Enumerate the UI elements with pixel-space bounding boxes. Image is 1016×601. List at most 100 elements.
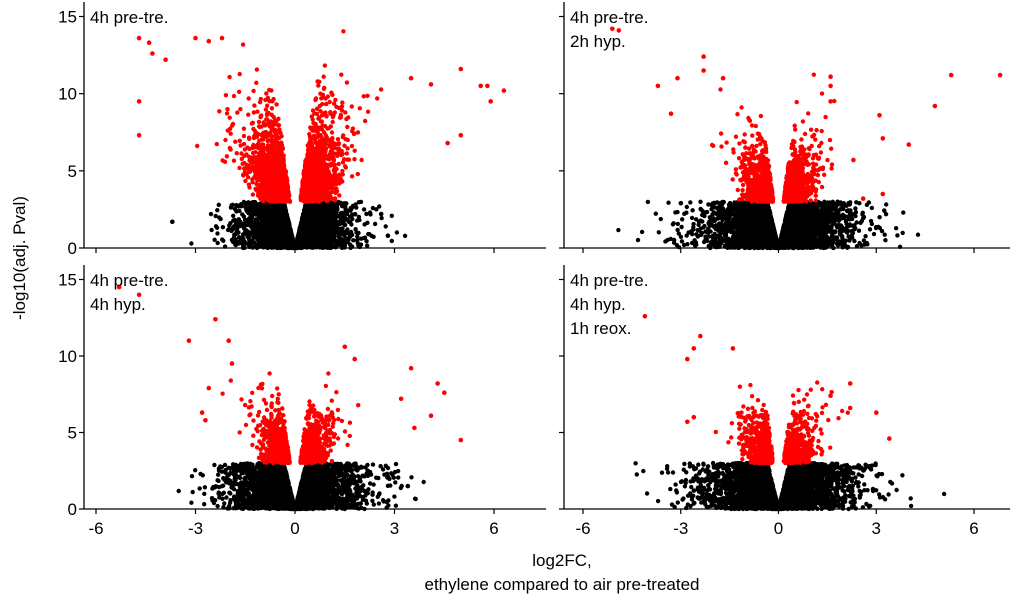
scatter-point <box>428 413 434 419</box>
scatter-point <box>701 68 706 73</box>
x-tick-label: 6 <box>489 519 498 538</box>
scatter-point <box>408 75 414 81</box>
scatter-point <box>412 425 417 431</box>
scatter-point <box>193 35 198 41</box>
scatter-point <box>691 488 697 493</box>
scatter-point <box>906 142 912 147</box>
scatter-point <box>398 396 404 402</box>
y-tick-label: 5 <box>68 424 77 443</box>
scatter-point <box>867 463 872 469</box>
scatter-point <box>186 338 192 344</box>
scatter-point <box>675 75 680 81</box>
significant-points <box>195 29 384 204</box>
scatter-point <box>136 99 142 104</box>
scatter-point <box>136 133 142 138</box>
scatter-point <box>206 38 212 44</box>
y-tick-label: 15 <box>58 8 77 27</box>
panel-label-line: 4h hyp. <box>570 295 626 314</box>
scatter-point <box>385 233 391 238</box>
scatter-point <box>720 75 726 81</box>
scatter-point <box>458 133 464 138</box>
scatter-point <box>642 313 648 319</box>
x-tick-label: 0 <box>774 519 783 538</box>
scatter-point <box>116 284 122 290</box>
scatter-point <box>216 491 221 497</box>
scatter-point <box>698 333 703 339</box>
scatter-point <box>485 83 490 89</box>
scatter-point <box>997 72 1003 78</box>
scatter-point <box>488 99 494 104</box>
scatter-point <box>163 57 168 62</box>
scatter-point <box>847 381 853 386</box>
scatter-point <box>887 436 892 441</box>
facet-panel: 4h pre-tre. 2h hyp. <box>559 2 1010 253</box>
scatter-point <box>851 157 856 163</box>
panel-label-line: 4h pre-tre. <box>90 8 168 27</box>
scatter-point <box>685 419 690 425</box>
facet-panel: 0 5 10 15 -6 -3 0 3 6 4h pre-tre. 4h hyp. <box>58 265 546 538</box>
scatter-point <box>501 88 507 93</box>
panel-label-line: 4h pre-tre. <box>90 271 168 290</box>
facet-panels: 0 5 10 15 4h pre-tre. 4h pre-tre. 2h hyp. 0 5 10 1… <box>58 2 1010 538</box>
scatter-point <box>860 196 866 201</box>
panel-label-line: 1h reox. <box>570 319 631 338</box>
x-tick-label: 6 <box>969 519 978 538</box>
scatter-point <box>874 410 879 415</box>
scatter-point <box>948 72 954 78</box>
x-tick-label: 3 <box>872 519 881 538</box>
scatter-point <box>342 344 348 350</box>
scatter-point <box>199 410 205 415</box>
scatter-point <box>170 219 175 225</box>
panel-label-line: 4h pre-tre. <box>570 271 648 290</box>
scatter-point <box>701 54 706 59</box>
scatter-point <box>691 414 697 420</box>
scatter-point <box>655 83 661 89</box>
scatter-point <box>458 437 464 443</box>
scatter-point <box>877 113 882 118</box>
scatter-point <box>932 103 938 109</box>
x-axis-title-line-1: log2FC, <box>532 551 592 570</box>
significant-points <box>709 72 837 204</box>
facet-panel: -6 -3 0 3 6 4h pre-tre. 4h hyp. 1h reox. <box>559 265 1010 538</box>
scatter-point <box>828 74 833 79</box>
scatter-point <box>478 83 484 89</box>
y-tick-label: 15 <box>58 271 77 290</box>
scatter-point <box>150 51 155 56</box>
scatter-point <box>385 474 391 480</box>
scatter-point <box>442 390 447 396</box>
scatter-point <box>203 418 208 423</box>
scatter-point <box>213 317 218 322</box>
non-significant-points <box>189 199 408 251</box>
panel-label-line: 4h hyp. <box>90 295 146 314</box>
y-tick-label: 5 <box>68 162 77 181</box>
scatter-point <box>219 35 225 41</box>
scatter-point <box>378 211 384 217</box>
scatter-point <box>445 140 450 146</box>
scatter-point <box>136 35 142 41</box>
scatter-point <box>717 488 723 493</box>
x-tick-label: 3 <box>390 519 399 538</box>
non-significant-points <box>176 460 426 512</box>
scatter-point <box>847 405 853 411</box>
x-tick-label: -6 <box>575 519 590 538</box>
scatter-point <box>209 496 215 501</box>
panel-label-line: 2h hyp. <box>570 32 626 51</box>
scatter-point <box>668 111 674 116</box>
scatter-point <box>691 346 697 351</box>
x-tick-label: -3 <box>188 519 203 538</box>
y-tick-label: 10 <box>58 347 77 366</box>
scatter-point <box>616 28 622 33</box>
scatter-point <box>226 338 231 344</box>
x-tick-label: -6 <box>88 519 103 538</box>
significant-points <box>220 371 361 466</box>
scatter-point <box>428 82 434 87</box>
scatter-point <box>352 356 358 362</box>
scatter-point <box>458 66 464 72</box>
non-significant-points <box>633 460 947 512</box>
scatter-point <box>678 200 684 206</box>
y-tick-label: 0 <box>68 239 77 258</box>
scatter-point <box>206 385 212 391</box>
scatter-point <box>136 292 142 298</box>
x-tick-label: 0 <box>290 519 299 538</box>
scatter-point <box>685 356 690 362</box>
